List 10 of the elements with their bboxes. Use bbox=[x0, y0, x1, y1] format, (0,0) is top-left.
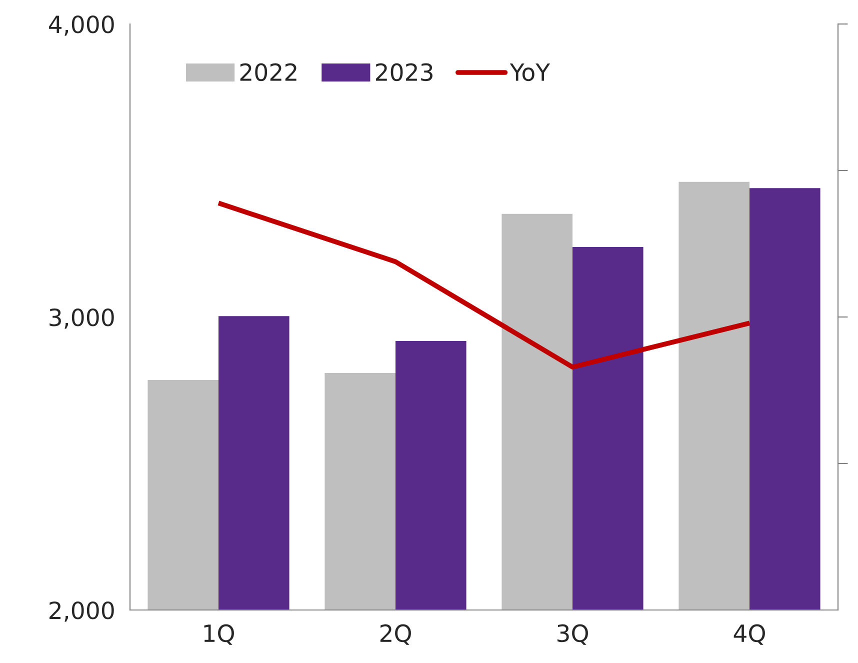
x-tick-label: 4Q bbox=[734, 624, 765, 645]
y-tick-label: 3,000 bbox=[50, 308, 114, 329]
legend-label: YoY bbox=[510, 64, 550, 82]
x-tick-label: 3Q bbox=[557, 624, 588, 645]
legend-label: 2022 bbox=[240, 63, 296, 82]
x-tick-label: 1Q bbox=[204, 624, 234, 645]
y-tick-label: 2,000 bbox=[50, 601, 114, 622]
y-tick-label: 4,000 bbox=[48, 15, 114, 36]
x-tick-label: 2Q bbox=[380, 624, 411, 645]
legend-label: 2023 bbox=[376, 63, 432, 82]
